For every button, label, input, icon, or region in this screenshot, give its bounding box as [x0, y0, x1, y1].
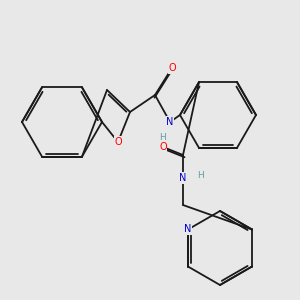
Text: N: N	[179, 173, 187, 183]
Text: H: H	[159, 133, 165, 142]
Text: O: O	[114, 137, 122, 147]
Text: N: N	[166, 117, 174, 127]
Text: O: O	[168, 63, 176, 73]
Text: H: H	[196, 172, 203, 181]
Text: O: O	[159, 142, 167, 152]
Text: N: N	[184, 224, 192, 235]
